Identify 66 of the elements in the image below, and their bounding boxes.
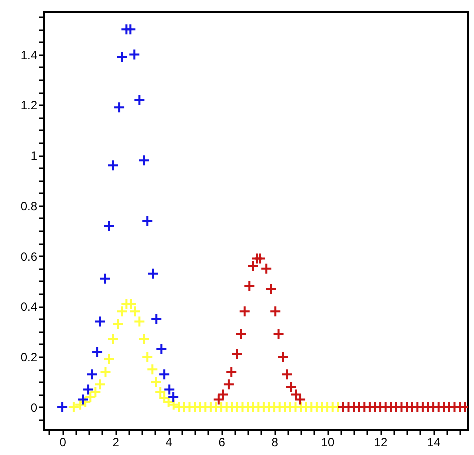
point <box>244 280 256 292</box>
point <box>116 306 128 318</box>
y-tick-label: 1.2 <box>20 98 38 113</box>
point <box>238 306 251 318</box>
point <box>156 343 168 356</box>
x-tick-label: 14 <box>427 436 442 450</box>
point <box>231 348 244 360</box>
point <box>103 220 116 232</box>
point <box>100 366 112 378</box>
point <box>124 24 137 36</box>
point <box>138 333 150 346</box>
point <box>114 102 126 114</box>
point <box>99 272 112 285</box>
y-tick-label: 0.2 <box>20 350 38 364</box>
point <box>116 51 128 64</box>
x-tick-label: 0 <box>60 436 67 450</box>
point <box>277 350 290 363</box>
y-tick-label: 1.4 <box>20 48 38 62</box>
point <box>222 378 235 391</box>
point <box>212 394 225 406</box>
x-tick-label: 12 <box>374 436 388 450</box>
point <box>270 306 282 318</box>
y-tick-label: 1 <box>30 149 38 164</box>
point <box>92 346 104 358</box>
point <box>134 316 146 328</box>
y-tick-label: 0.8 <box>20 199 38 214</box>
point <box>90 386 102 398</box>
y-tick-label: 0.6 <box>20 250 38 264</box>
x-tick-label: 2 <box>112 436 120 450</box>
y-tick-label: 0 <box>30 400 38 415</box>
point <box>112 318 124 330</box>
point <box>86 368 98 381</box>
point <box>142 350 154 363</box>
point <box>134 94 146 106</box>
point <box>77 394 90 406</box>
point <box>84 391 97 404</box>
point <box>146 364 159 376</box>
point <box>128 48 141 61</box>
point <box>142 215 154 227</box>
point <box>94 316 106 328</box>
point <box>82 384 95 396</box>
x-tick-label: 10 <box>321 436 336 450</box>
x-tick-label: 4 <box>166 436 173 450</box>
point <box>226 366 238 378</box>
x-tick-label: 8 <box>272 436 279 450</box>
point <box>107 160 120 172</box>
x-tick-label: 6 <box>218 436 226 450</box>
point <box>150 313 163 326</box>
point <box>68 401 80 414</box>
point <box>56 401 69 414</box>
point <box>103 353 116 366</box>
point <box>158 368 171 381</box>
point <box>217 388 230 401</box>
point <box>150 376 162 388</box>
point <box>138 154 150 167</box>
y-tick-label: 0.4 <box>20 300 38 314</box>
point <box>265 282 278 295</box>
point <box>247 260 260 272</box>
point <box>107 333 120 346</box>
point <box>260 262 273 275</box>
point <box>147 268 160 280</box>
point <box>254 252 267 265</box>
point <box>235 328 248 340</box>
point <box>94 378 106 391</box>
point <box>272 328 285 340</box>
point <box>281 368 294 381</box>
